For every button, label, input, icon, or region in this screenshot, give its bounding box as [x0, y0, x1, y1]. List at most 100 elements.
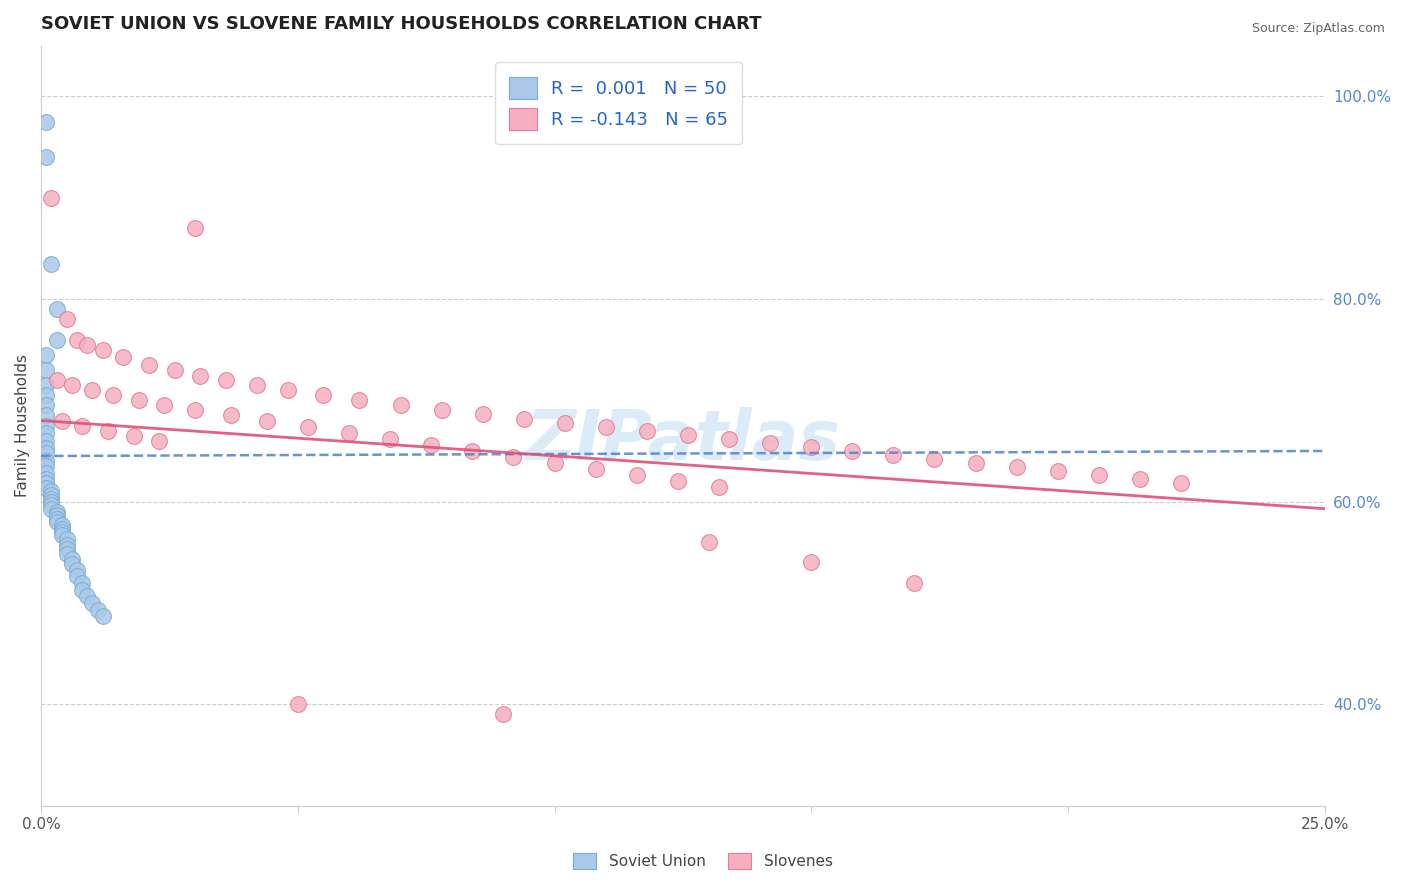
Point [430, 403, 453, 417]
Point [35, 378, 58, 392]
Point [91, 609, 114, 624]
Point [471, 408, 494, 422]
Point [41, 484, 63, 499]
Point [60, 378, 83, 392]
Point [91, 343, 114, 357]
Point [585, 462, 607, 476]
Text: Source: ZipAtlas.com: Source: ZipAtlas.com [1251, 22, 1385, 36]
Point [35, 363, 58, 377]
Point [903, 575, 925, 590]
Point [122, 429, 145, 443]
Point [35, 388, 58, 402]
Point [60, 558, 83, 572]
Point [287, 698, 309, 712]
Point [51, 522, 73, 536]
Point [35, 441, 58, 455]
Point [153, 398, 176, 412]
Point [148, 434, 170, 448]
Point [1087, 468, 1109, 483]
Point [70, 575, 93, 590]
Point [45, 505, 67, 519]
Point [112, 350, 135, 364]
Point [188, 369, 211, 384]
Point [41, 256, 63, 270]
Point [66, 333, 89, 347]
Point [420, 438, 443, 452]
Point [461, 444, 484, 458]
Point [41, 487, 63, 501]
Point [35, 348, 58, 362]
Point [697, 535, 720, 549]
Point [35, 472, 58, 486]
Point [349, 393, 371, 408]
Point [543, 456, 565, 470]
Text: SOVIET UNION VS SLOVENE FAMILY HOUSEHOLDS CORRELATION CHART: SOVIET UNION VS SLOVENE FAMILY HOUSEHOLD… [41, 15, 762, 33]
Point [312, 388, 335, 402]
Point [41, 494, 63, 508]
Point [1170, 476, 1192, 491]
Point [841, 444, 863, 458]
Point [595, 419, 617, 434]
Point [55, 547, 77, 561]
Legend: R =  0.001   N = 50, R = -0.143   N = 65: R = 0.001 N = 50, R = -0.143 N = 65 [495, 62, 742, 145]
Point [35, 434, 58, 448]
Point [924, 452, 946, 467]
Point [1129, 472, 1152, 486]
Point [97, 424, 120, 438]
Point [35, 476, 58, 491]
Point [70, 582, 93, 597]
Point [492, 707, 515, 722]
Point [41, 491, 63, 506]
Legend: Soviet Union, Slovenes: Soviet Union, Slovenes [568, 847, 838, 875]
Point [718, 432, 741, 446]
Point [759, 435, 782, 450]
Point [184, 403, 207, 417]
Point [35, 425, 58, 440]
Point [246, 378, 269, 392]
Point [35, 418, 58, 433]
Point [60, 552, 83, 566]
Point [55, 312, 77, 326]
Point [1046, 464, 1069, 478]
Point [380, 432, 402, 446]
Point [51, 528, 73, 542]
Point [35, 409, 58, 423]
Point [389, 398, 412, 412]
Point [35, 467, 58, 481]
Point [666, 475, 689, 489]
Point [55, 532, 77, 546]
Point [35, 482, 58, 496]
Point [51, 524, 73, 539]
Point [554, 416, 576, 430]
Point [35, 398, 58, 412]
Point [76, 589, 98, 603]
Point [70, 418, 93, 433]
Point [707, 480, 730, 494]
Point [45, 512, 67, 526]
Point [184, 221, 207, 235]
Point [965, 456, 987, 470]
Text: ZIPatlas: ZIPatlas [526, 408, 841, 475]
Point [800, 440, 823, 454]
Point [128, 393, 150, 408]
Point [82, 383, 104, 397]
Point [45, 508, 67, 522]
Point [502, 450, 524, 464]
Point [76, 337, 98, 351]
Point [35, 454, 58, 468]
Point [41, 501, 63, 516]
Point [512, 411, 534, 425]
Point [82, 596, 104, 610]
Point [101, 388, 124, 402]
Point [66, 562, 89, 576]
Point [297, 419, 319, 434]
Point [45, 373, 67, 387]
Point [45, 333, 67, 347]
Point [163, 363, 186, 377]
Point [277, 383, 299, 397]
Point [138, 358, 160, 372]
Point [45, 302, 67, 317]
Point [800, 556, 823, 570]
Point [35, 446, 58, 460]
Point [55, 538, 77, 552]
